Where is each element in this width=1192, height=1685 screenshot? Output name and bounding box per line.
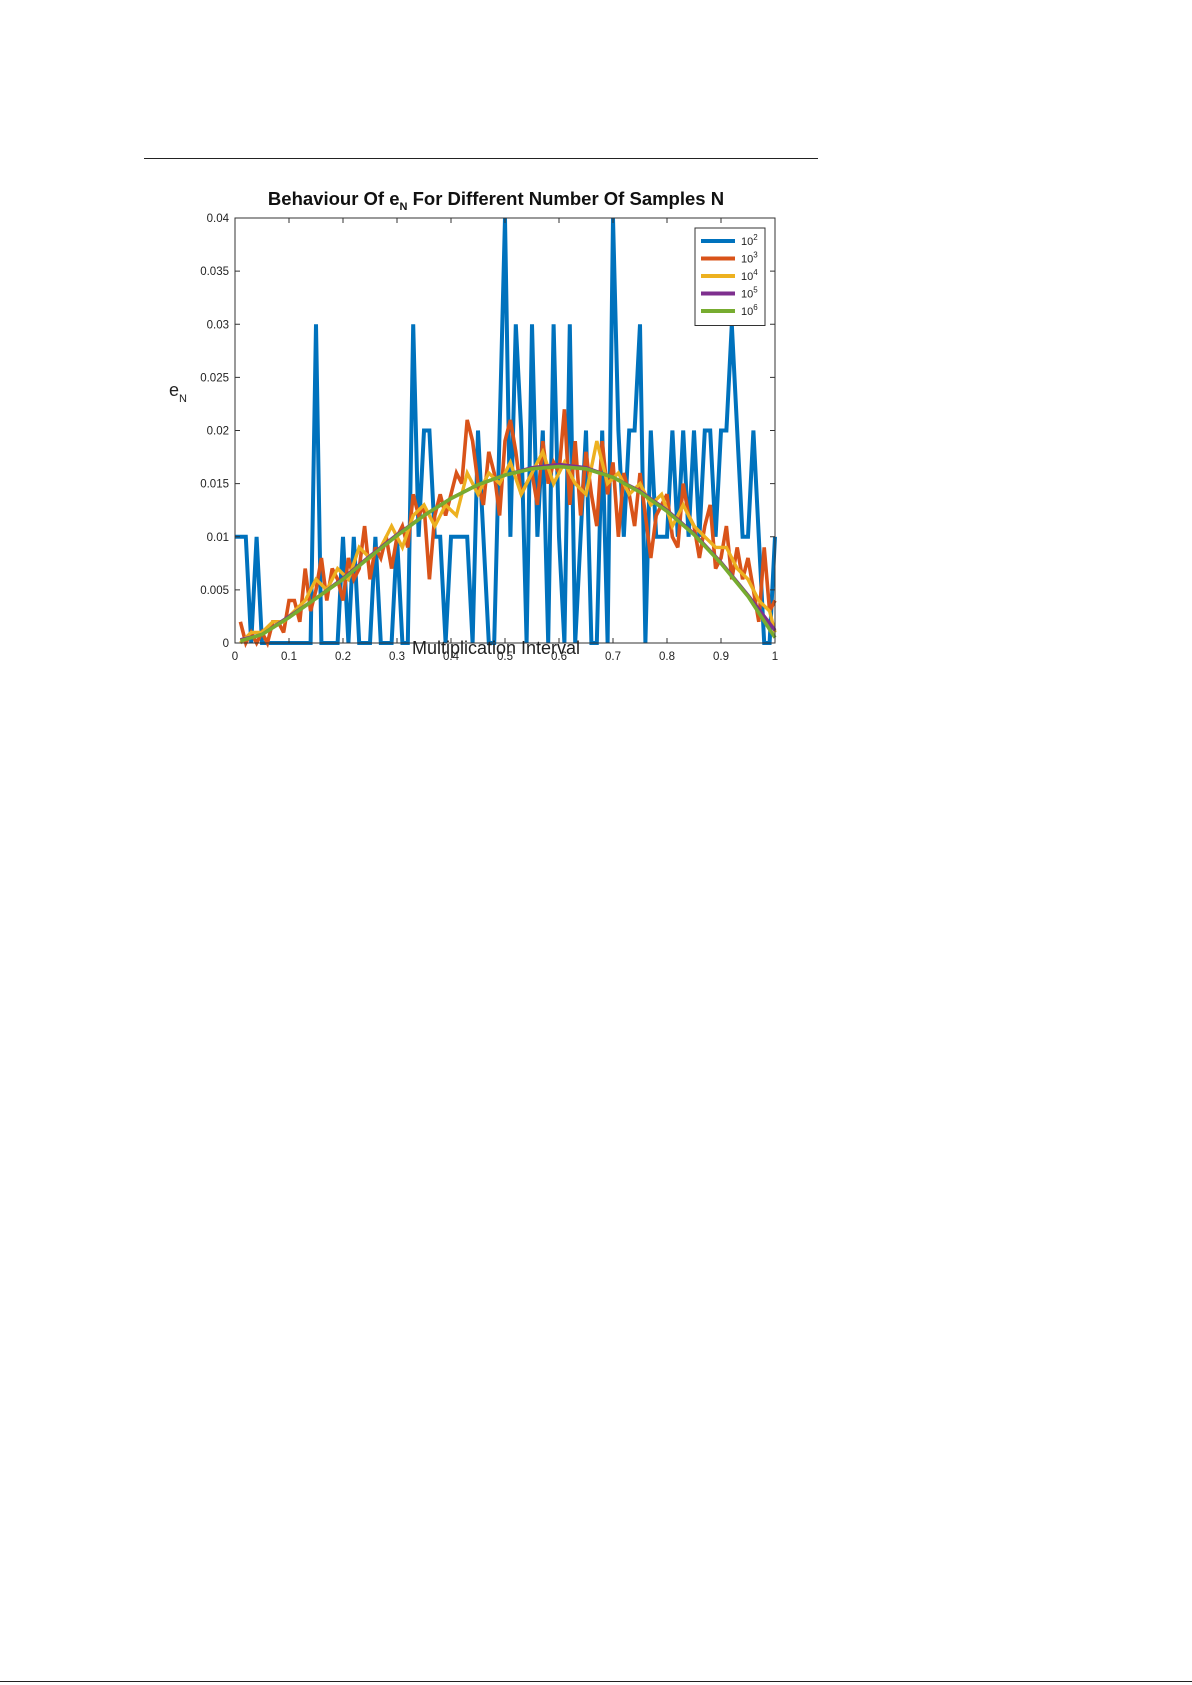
chart-title: Behaviour Of eN For Different Number Of … xyxy=(268,188,724,213)
header-rule xyxy=(144,158,818,159)
y-tick-label: 0.04 xyxy=(207,213,230,225)
legend-label-base: 10 xyxy=(741,254,753,266)
legend-label-exponent: 2 xyxy=(753,233,758,242)
x-tick-label: 0.6 xyxy=(551,651,567,663)
y-tick-label: 0 xyxy=(223,638,229,650)
legend-label-base: 10 xyxy=(741,289,753,301)
x-tick-label: 0.4 xyxy=(443,651,460,663)
x-tick-label: 0.8 xyxy=(659,651,675,663)
legend-label-exponent: 4 xyxy=(753,268,758,277)
y-tick-label: 0.03 xyxy=(207,319,229,331)
legend-label-base: 10 xyxy=(741,236,753,248)
legend-label-exponent: 6 xyxy=(753,303,758,312)
chart-title-prefix: Behaviour Of e xyxy=(268,188,400,209)
series-line-5 xyxy=(239,464,777,643)
x-tick-label: 0 xyxy=(232,651,238,663)
chart-title-subscript: N xyxy=(400,201,408,213)
y-tick-label: 0.02 xyxy=(207,426,229,438)
y-axis-label-base: e xyxy=(169,380,179,400)
legend-label-base: 10 xyxy=(741,306,753,318)
legend-label-4: 105 xyxy=(741,286,758,301)
legend-label-3: 104 xyxy=(741,268,758,283)
y-tick-label: 0.025 xyxy=(200,372,229,384)
y-tick-label: 0.01 xyxy=(207,532,229,544)
legend-label-exponent: 5 xyxy=(753,286,758,295)
series-line-3 xyxy=(239,440,777,645)
legend-label-base: 10 xyxy=(741,271,753,283)
x-tick-label: 0.3 xyxy=(389,651,405,663)
legend-label-5: 106 xyxy=(741,303,758,318)
y-tick-label: 0.015 xyxy=(200,479,229,491)
y-tick-label: 0.035 xyxy=(200,266,229,278)
legend-label-2: 103 xyxy=(741,251,758,266)
y-axis-label: eN xyxy=(169,380,187,405)
x-tick-label: 0.1 xyxy=(281,651,297,663)
x-tick-label: 0.7 xyxy=(605,651,621,663)
legend-label-exponent: 3 xyxy=(753,251,758,260)
ticks-layer: 0 0.1 0.2 0.3 0.4 0.5 0.6 0.7 0.8 0.9 100.0050.010… xyxy=(200,213,778,663)
x-tick-label: 1 xyxy=(772,651,778,663)
legend-label-1: 102 xyxy=(741,233,758,248)
line-chart: Behaviour Of eN For Different Number Of … xyxy=(169,188,778,663)
x-tick-label: 0.2 xyxy=(335,651,351,663)
y-tick-label: 0.005 xyxy=(200,585,229,597)
x-tick-label: 0.9 xyxy=(713,651,729,663)
chart-title-suffix: For Different Number Of Samples N xyxy=(407,188,724,209)
x-tick-label: 0.5 xyxy=(497,651,513,663)
y-axis-label-subscript: N xyxy=(179,393,187,405)
x-axis-label: Multiplication Interval xyxy=(412,638,580,658)
footer-rule xyxy=(0,1681,1192,1682)
